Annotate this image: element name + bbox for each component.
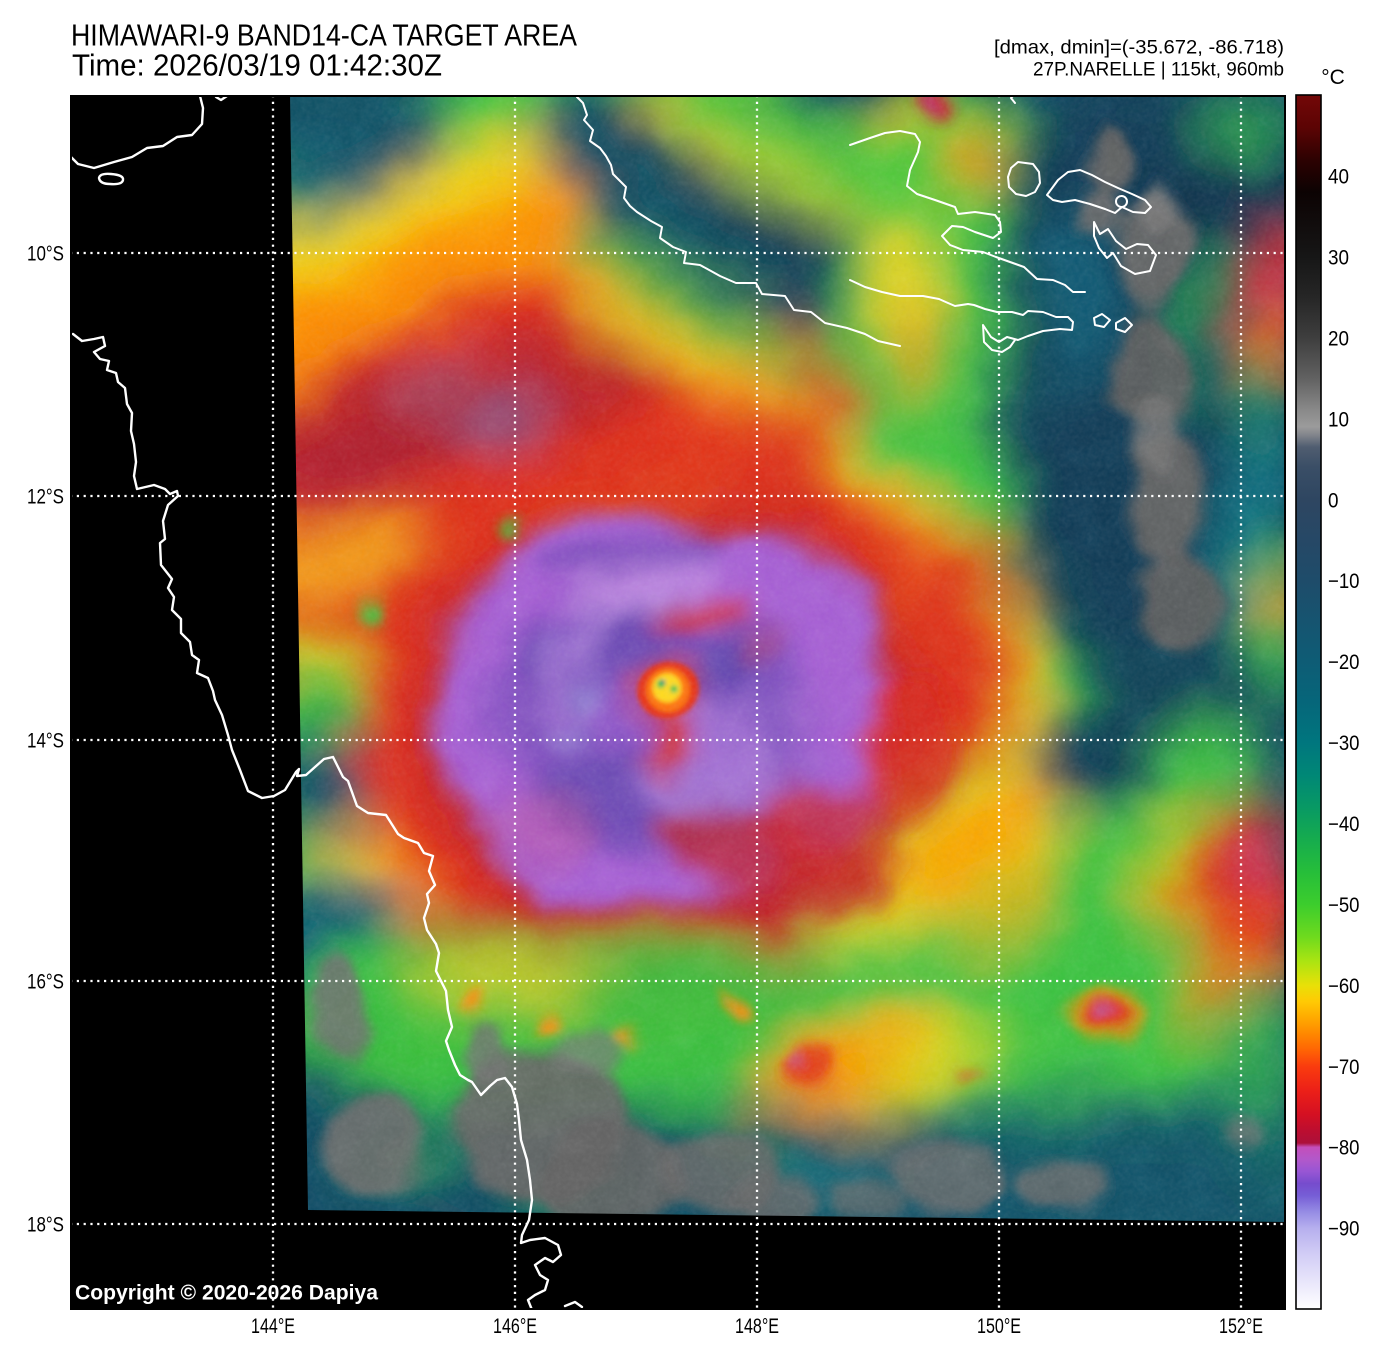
svg-text:−20: −20 [1328, 651, 1360, 674]
svg-text:14°S: 14°S [27, 730, 64, 753]
svg-text:10: 10 [1328, 408, 1349, 431]
svg-text:HIMAWARI-9 BAND14-CA TARGET AR: HIMAWARI-9 BAND14-CA TARGET AREA [71, 18, 577, 53]
svg-text:152°E: 152°E [1219, 1315, 1263, 1338]
svg-text:30: 30 [1328, 247, 1349, 270]
svg-text:0: 0 [1328, 489, 1339, 512]
svg-text:°C: °C [1321, 66, 1345, 89]
svg-text:−30: −30 [1328, 732, 1360, 755]
svg-text:18°S: 18°S [27, 1214, 64, 1237]
svg-text:40: 40 [1328, 166, 1349, 189]
svg-text:−10: −10 [1328, 570, 1360, 593]
svg-text:−50: −50 [1328, 894, 1360, 917]
svg-text:27P.NARELLE | 115kt, 960mb: 27P.NARELLE | 115kt, 960mb [1033, 59, 1284, 81]
svg-text:12°S: 12°S [27, 486, 64, 509]
svg-text:148°E: 148°E [735, 1315, 779, 1338]
svg-text:Copyright © 2020-2026 Dapiya: Copyright © 2020-2026 Dapiya [75, 1281, 379, 1305]
svg-text:−40: −40 [1328, 813, 1360, 836]
svg-text:−80: −80 [1328, 1137, 1360, 1160]
svg-text:16°S: 16°S [27, 971, 64, 994]
svg-text:146°E: 146°E [493, 1315, 537, 1338]
svg-text:Time: 2026/03/19 01:42:30Z: Time: 2026/03/19 01:42:30Z [72, 48, 442, 83]
svg-text:20: 20 [1328, 327, 1349, 350]
svg-text:−70: −70 [1328, 1056, 1360, 1079]
svg-text:−90: −90 [1328, 1218, 1360, 1241]
svg-text:144°E: 144°E [251, 1315, 295, 1338]
svg-text:10°S: 10°S [27, 243, 64, 266]
svg-text:[dmax, dmin]=(-35.672, -86.718: [dmax, dmin]=(-35.672, -86.718) [994, 37, 1284, 59]
svg-text:−60: −60 [1328, 975, 1360, 998]
svg-text:150°E: 150°E [977, 1315, 1021, 1338]
